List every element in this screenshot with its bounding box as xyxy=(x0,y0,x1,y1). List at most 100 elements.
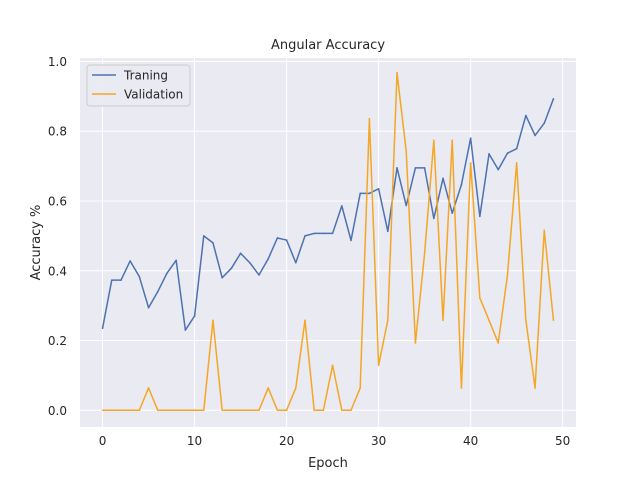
data-point xyxy=(294,387,297,389)
data-point xyxy=(193,315,196,317)
data-point xyxy=(304,235,306,237)
data-point xyxy=(239,409,242,412)
data-point xyxy=(267,258,269,260)
data-point xyxy=(138,275,141,278)
data-point xyxy=(506,152,509,155)
data-point xyxy=(414,167,417,169)
y-axis-label: Accuracy % xyxy=(29,205,44,281)
data-point xyxy=(110,409,113,412)
data-point xyxy=(469,137,472,140)
data-point xyxy=(451,212,454,215)
data-point xyxy=(184,409,187,412)
plot-area xyxy=(80,58,576,427)
data-point xyxy=(359,192,362,195)
x-tick-label: 40 xyxy=(463,434,478,448)
data-point xyxy=(488,153,490,155)
data-point xyxy=(368,117,371,120)
data-point xyxy=(285,409,288,412)
y-tick-label: 0.6 xyxy=(48,194,67,208)
data-point xyxy=(359,387,362,389)
data-point xyxy=(129,260,131,262)
data-point xyxy=(350,239,352,242)
series-line-traning xyxy=(101,98,555,331)
data-point xyxy=(101,409,104,412)
data-point xyxy=(479,215,481,218)
data-point xyxy=(497,168,500,171)
y-tick-label: 0.0 xyxy=(48,404,67,418)
data-point xyxy=(212,319,214,322)
data-point xyxy=(460,387,463,389)
data-point xyxy=(341,409,343,412)
data-point xyxy=(193,409,196,412)
series-line-validation xyxy=(102,71,555,412)
data-point xyxy=(451,139,454,142)
ticks: 0 10 20 30 40 50 0.0 0.2 0.4 0.6 0.8 1.0 xyxy=(48,55,570,448)
data-point xyxy=(396,167,398,169)
data-point xyxy=(322,232,325,235)
data-point xyxy=(515,147,518,150)
data-point xyxy=(387,230,389,233)
data-point xyxy=(313,409,315,412)
data-point xyxy=(442,177,444,180)
data-point xyxy=(212,242,214,244)
chart-title: Angular Accuracy xyxy=(271,38,385,53)
data-point xyxy=(377,364,380,367)
y-tick-label: 0.8 xyxy=(48,125,67,139)
y-tick-label: 0.2 xyxy=(48,334,67,348)
data-point xyxy=(248,261,251,264)
data-point xyxy=(433,217,435,220)
data-point xyxy=(276,237,279,239)
x-tick-label: 0 xyxy=(99,434,107,448)
data-point xyxy=(285,239,288,241)
data-point xyxy=(405,150,408,153)
data-point xyxy=(525,319,527,322)
data-point xyxy=(479,297,481,299)
data-point xyxy=(341,205,343,207)
data-point xyxy=(387,319,389,322)
data-point xyxy=(248,409,251,412)
data-point xyxy=(221,276,223,279)
data-point xyxy=(414,342,417,344)
data-point xyxy=(506,274,509,277)
data-point xyxy=(442,319,444,322)
data-point xyxy=(525,114,527,117)
data-point xyxy=(175,409,177,412)
data-point xyxy=(258,274,260,276)
data-point xyxy=(368,192,371,195)
x-tick-label: 20 xyxy=(279,434,294,448)
data-point xyxy=(294,261,297,264)
data-point xyxy=(147,306,150,309)
data-point xyxy=(460,183,463,186)
data-point xyxy=(239,252,242,255)
data-point xyxy=(138,409,141,412)
data-point xyxy=(110,279,113,281)
y-tick-label: 1.0 xyxy=(48,55,67,69)
data-point xyxy=(221,409,223,412)
data-point xyxy=(313,232,315,235)
data-point xyxy=(258,409,260,412)
data-point xyxy=(534,134,536,137)
data-point xyxy=(423,167,426,169)
data-point xyxy=(129,409,131,412)
y-tick-label: 0.4 xyxy=(48,264,67,278)
data-point xyxy=(515,162,518,164)
legend: Traning Validation xyxy=(86,64,191,107)
data-point xyxy=(543,229,546,232)
data-point xyxy=(534,387,536,389)
legend-label: Traning xyxy=(123,69,168,83)
data-point xyxy=(166,409,168,412)
data-point xyxy=(331,232,334,235)
data-point xyxy=(267,387,269,389)
data-point xyxy=(147,387,150,389)
data-point xyxy=(120,409,122,412)
data-point xyxy=(377,187,380,190)
data-point xyxy=(175,259,177,262)
data-point xyxy=(396,71,398,74)
data-point xyxy=(497,342,500,344)
data-point xyxy=(156,290,159,293)
data-point xyxy=(166,272,168,274)
data-point xyxy=(405,204,408,207)
data-point xyxy=(423,252,426,254)
data-point xyxy=(156,409,159,412)
